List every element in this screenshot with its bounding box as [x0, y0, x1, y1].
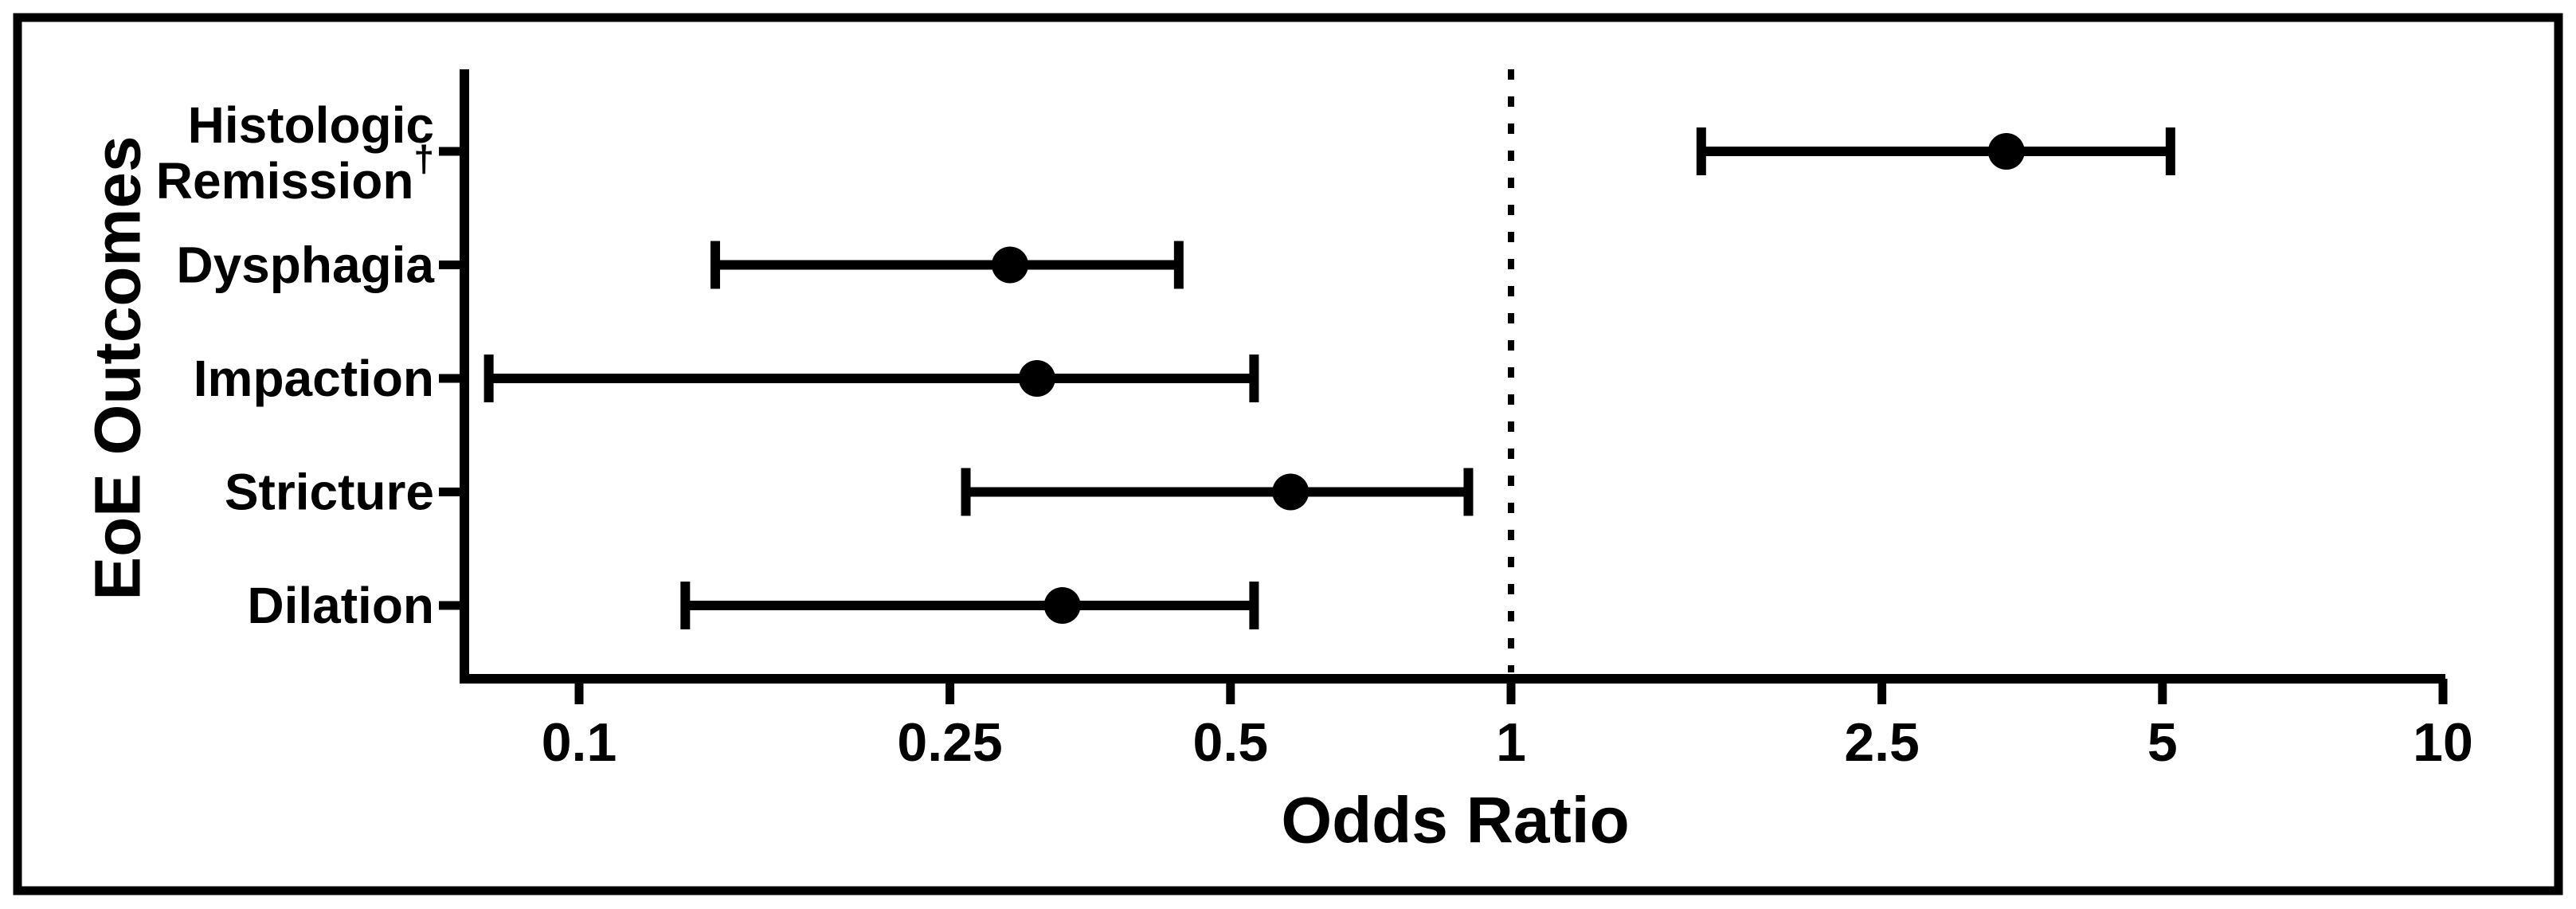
category-label-line: Remission: [156, 152, 414, 210]
x-tick-label: 10: [2413, 712, 2473, 773]
point-estimate: [992, 246, 1029, 284]
point-estimate: [1987, 133, 2025, 170]
category-label-line: Dilation: [247, 577, 434, 634]
x-tick-label: 0.1: [542, 712, 617, 773]
x-tick-label: 0.5: [1193, 712, 1269, 773]
figure-frame: [13, 13, 2563, 895]
category-label: Stricture: [225, 464, 434, 521]
point-estimate: [1043, 587, 1081, 624]
category-label: Histologic Remission†: [156, 96, 434, 210]
y-axis-title: EoE Outcomes: [82, 135, 155, 600]
x-tick-label: 1: [1496, 712, 1526, 773]
x-axis-title: Odds Ratio: [1281, 785, 1629, 857]
point-estimate: [1018, 360, 1055, 397]
x-tick-label: 2.5: [1844, 712, 1920, 773]
x-tick-label: 5: [2147, 712, 2178, 773]
category-label: Dilation: [247, 577, 434, 634]
plot-content: 0.1 0.25 0.5 1 2.5 5 10 Histologic Remission† Dys…: [156, 69, 2473, 773]
point-estimate: [1272, 473, 1310, 511]
dagger-superscript: †: [413, 138, 434, 179]
category-label-line: Dysphagia: [176, 237, 434, 294]
category-label-line: Stricture: [225, 464, 434, 521]
category-label-line: Impaction: [194, 350, 434, 407]
category-label: Dysphagia: [176, 237, 434, 294]
category-label-line: Histologic: [188, 96, 434, 154]
x-tick-label: 0.25: [897, 712, 1002, 773]
category-label: Impaction: [194, 350, 434, 407]
